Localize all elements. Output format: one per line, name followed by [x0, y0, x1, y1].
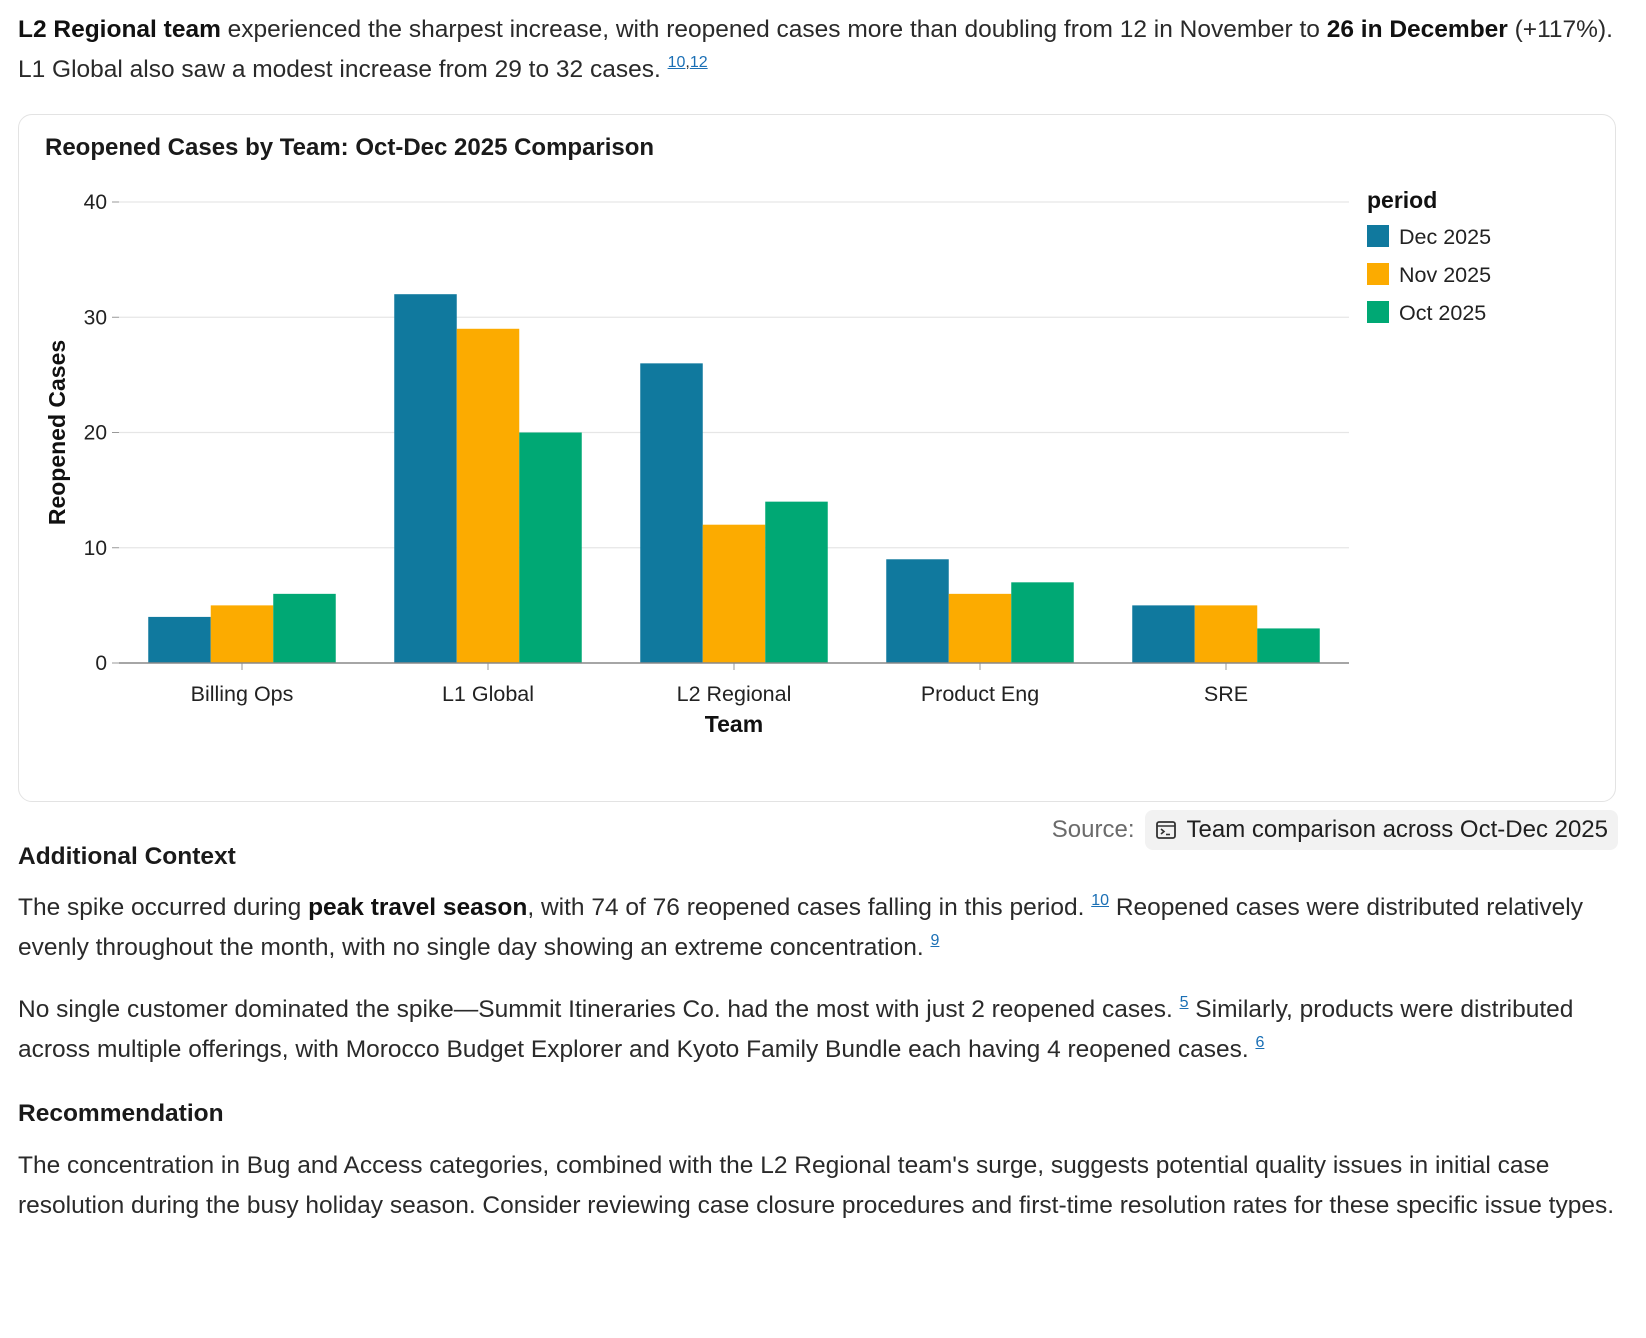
- x-tick-label: SRE: [1204, 682, 1248, 706]
- additional-context-heading: Additional Context: [18, 843, 236, 870]
- x-axis-label: Team: [705, 711, 763, 737]
- bar-dec-2025: [148, 616, 211, 663]
- bar-chart: Reopened Cases by Team: Oct-Dec 2025 Com…: [44, 134, 1491, 737]
- y-tick-label: 10: [84, 537, 107, 560]
- legend-label: Oct 2025: [1399, 301, 1486, 325]
- legend-swatch: [1367, 225, 1389, 247]
- intro-text-2: (+117%). L1 Global also saw a modest inc…: [18, 16, 1613, 83]
- source-link-text: Team comparison across Oct-Dec 2025: [1186, 816, 1609, 843]
- context-bold: peak travel season: [308, 894, 528, 921]
- bar-nov-2025: [210, 605, 274, 663]
- chart-title: Reopened Cases by Team: Oct-Dec 2025 Com…: [45, 134, 654, 161]
- bar-dec-2025: [886, 559, 949, 663]
- y-tick-label: 40: [84, 191, 107, 214]
- x-tick-label: L2 Regional: [677, 682, 792, 706]
- recommendation-paragraph: The concentration in Bug and Access cate…: [18, 1152, 1615, 1219]
- bar-dec-2025: [640, 363, 703, 663]
- citation-link[interactable]: 5: [1179, 994, 1189, 1011]
- x-tick-label: L1 Global: [442, 682, 534, 706]
- source-link-chip[interactable]: Team comparison across Oct-Dec 2025: [1144, 810, 1618, 850]
- x-tick-label: Billing Ops: [191, 682, 294, 706]
- bar-oct-2025: [1257, 628, 1320, 663]
- citation-link[interactable]: 6: [1255, 1034, 1265, 1051]
- bar-dec-2025: [1132, 605, 1195, 663]
- chart-card: Reopened Cases by Team: Oct-Dec 2025 Com…: [18, 114, 1616, 802]
- legend-swatch: [1367, 263, 1389, 285]
- citation-separator: ,: [685, 54, 690, 71]
- intro-paragraph: L2 Regional team experienced the sharpes…: [18, 10, 1618, 90]
- terminal-icon: [1155, 821, 1176, 839]
- intro-bold-value: 26 in December: [1326, 16, 1508, 43]
- recommendation-heading: Recommendation: [18, 1100, 224, 1127]
- citation-link[interactable]: 10: [667, 54, 686, 71]
- y-tick-label: 20: [84, 422, 107, 445]
- context-text: Similarly, products were distributed acr…: [18, 996, 1574, 1063]
- bar-nov-2025: [1194, 605, 1258, 663]
- legend-title: period: [1367, 187, 1437, 213]
- intro-text-1: experienced the sharpest increase, with …: [220, 16, 1327, 43]
- context-paragraph-2: No single customer dominated the spike—S…: [18, 990, 1628, 1070]
- bar-oct-2025: [765, 501, 828, 663]
- citation-link[interactable]: 12: [689, 54, 708, 71]
- bar-oct-2025: [273, 593, 336, 663]
- bar-nov-2025: [948, 593, 1012, 663]
- citation-link[interactable]: 9: [930, 932, 940, 949]
- context-text: No single customer dominated the spike—S…: [18, 996, 1180, 1023]
- context-text: Reopened cases were distributed relative…: [18, 894, 1583, 961]
- bar-dec-2025: [394, 294, 457, 663]
- bar-oct-2025: [519, 432, 582, 663]
- legend-label: Nov 2025: [1399, 263, 1491, 287]
- y-tick-label: 30: [84, 306, 107, 329]
- x-tick-label: Product Eng: [921, 682, 1039, 706]
- source-label: Source:: [1051, 816, 1135, 843]
- context-text: The spike occurred during: [18, 894, 309, 921]
- citation-link[interactable]: 10: [1091, 892, 1110, 909]
- source-row: Source: Team comparison across Oct-Dec 2…: [1052, 810, 1618, 850]
- y-tick-label: 0: [95, 652, 107, 675]
- y-axis-label: Reopened Cases: [44, 340, 70, 525]
- intro-bold-team: L2 Regional team: [18, 16, 221, 43]
- bar-oct-2025: [1011, 582, 1074, 663]
- legend-swatch: [1367, 301, 1389, 323]
- bar-nov-2025: [702, 524, 766, 663]
- bar-nov-2025: [456, 328, 520, 663]
- legend-label: Dec 2025: [1399, 225, 1491, 249]
- context-text: , with 74 of 76 reopened cases falling i…: [527, 894, 1092, 921]
- context-paragraph-1: The spike occurred during peak travel se…: [18, 888, 1628, 968]
